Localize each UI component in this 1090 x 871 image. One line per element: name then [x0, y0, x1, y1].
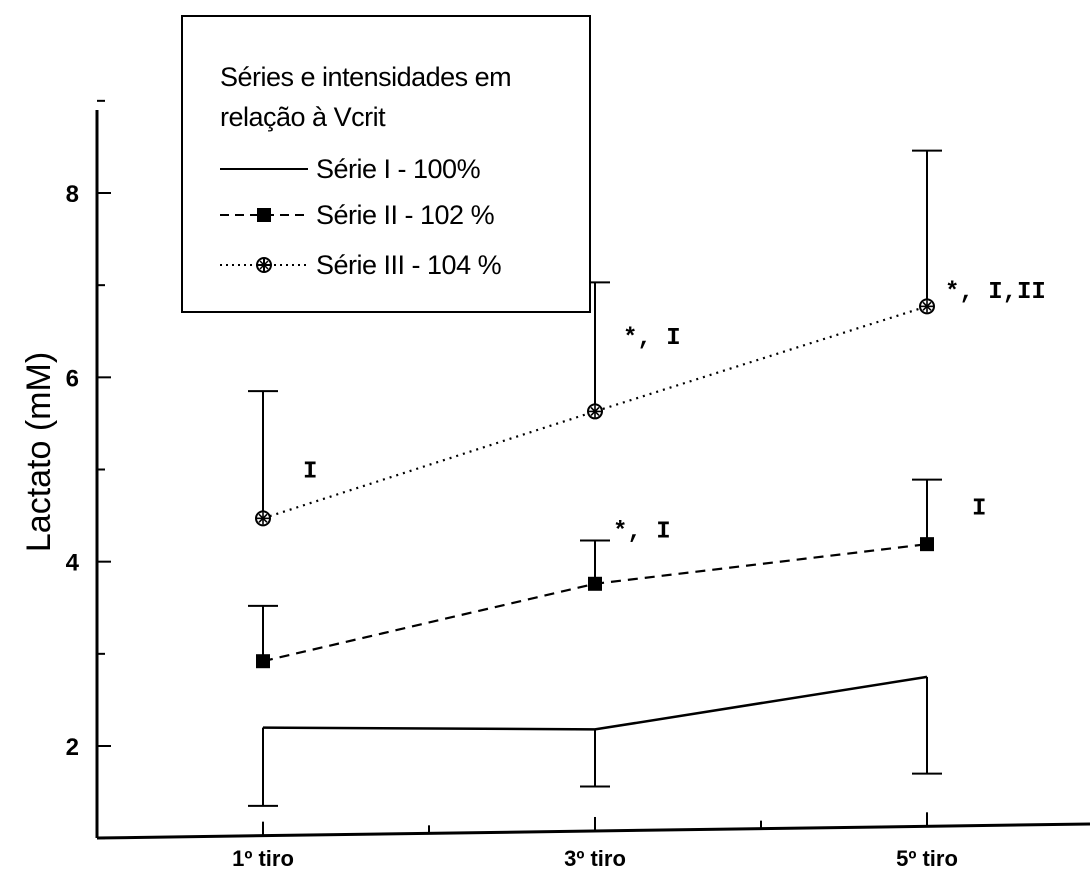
legend: Séries e intensidades em relação à Vcrit…: [181, 15, 591, 313]
legend-marker-square: [257, 208, 271, 222]
y-axis-label: Lactato (mM): [20, 352, 58, 552]
data-point-star: [919, 298, 935, 315]
data-point-square: [588, 576, 602, 591]
legend-title-line1: Séries e intensidades em: [220, 62, 511, 92]
x-tick-label: 3º tiro: [564, 846, 626, 871]
legend-box: [181, 15, 591, 313]
data-point-square: [256, 654, 270, 669]
annotation-label: *, I,II: [945, 279, 1046, 306]
data-point-square: [920, 537, 934, 552]
y-tick-label: 6: [66, 365, 79, 392]
annotation-label: *, I: [623, 325, 681, 352]
annotations: I *, I *, I *, I,II I: [303, 279, 1046, 546]
x-tick-label: 1º tiro: [232, 846, 294, 871]
legend-label-serie-1: Série I - 100%: [316, 154, 481, 184]
data-point-star: [255, 510, 271, 527]
data-point-star: [587, 403, 603, 420]
series-line-1: [262, 675, 928, 731]
legend-label-serie-3: Série III - 104 %: [316, 250, 502, 280]
y-tick-label: 8: [66, 181, 79, 208]
legend-marker-star: [256, 257, 272, 273]
annotation-label: *, I: [613, 518, 671, 545]
legend-title-line2: relação à Vcrit: [220, 102, 386, 132]
y-tick-label: 4: [66, 550, 80, 577]
x-tick-label: 5º tiro: [896, 846, 958, 871]
annotation-label: I: [972, 495, 986, 522]
y-tick-label: 2: [66, 734, 79, 761]
x-axis-line: [96, 822, 1090, 840]
axes: 2 4 6 8 1º tiro 3º tiro 5º tiro: [66, 99, 1090, 871]
series-marks: [248, 149, 942, 807]
annotation-label: I: [303, 459, 317, 486]
legend-label-serie-2: Série II - 102 %: [316, 200, 495, 230]
